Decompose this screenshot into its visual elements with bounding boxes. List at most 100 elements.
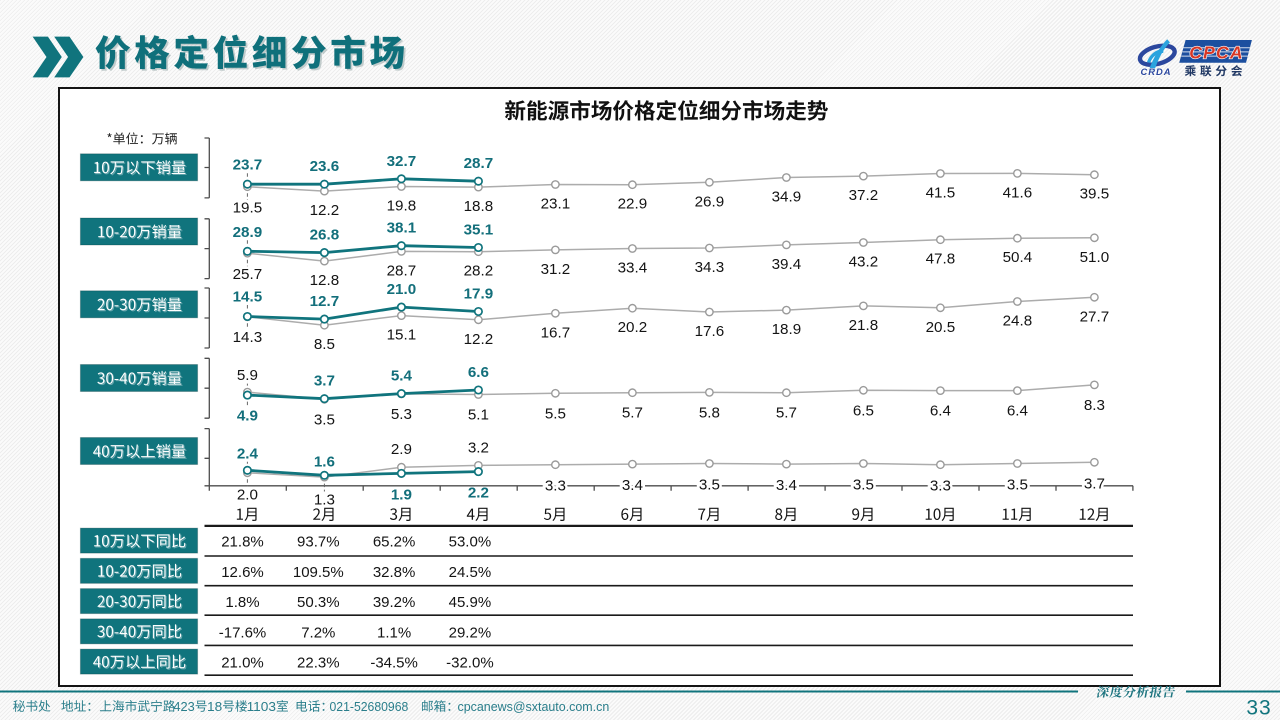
svg-text:28.7: 28.7 xyxy=(387,262,417,279)
svg-text:1.1%: 1.1% xyxy=(377,624,411,641)
svg-text:2.9: 2.9 xyxy=(391,441,412,458)
svg-text:3.5: 3.5 xyxy=(314,411,335,428)
svg-text:29.2%: 29.2% xyxy=(449,624,492,641)
svg-text:21.8: 21.8 xyxy=(849,317,879,334)
svg-text:109.5%: 109.5% xyxy=(293,564,344,581)
svg-text:6.4: 6.4 xyxy=(930,403,951,420)
svg-text:3.7: 3.7 xyxy=(1084,475,1105,492)
svg-text:3.7: 3.7 xyxy=(314,373,335,390)
svg-text:33: 33 xyxy=(1246,697,1271,720)
svg-text:17.9: 17.9 xyxy=(464,286,494,303)
svg-text:cpcanews@sxtauto.com.cn: cpcanews@sxtauto.com.cn xyxy=(458,699,610,714)
svg-text:12.2: 12.2 xyxy=(310,202,340,219)
svg-text:23.1: 23.1 xyxy=(541,196,571,213)
svg-text:14.5: 14.5 xyxy=(233,289,263,306)
svg-text:39.2%: 39.2% xyxy=(373,594,416,611)
svg-text:17.6: 17.6 xyxy=(695,323,725,340)
svg-text:53.0%: 53.0% xyxy=(449,534,492,551)
svg-text:50.3%: 50.3% xyxy=(297,594,340,611)
svg-text:20.5: 20.5 xyxy=(926,319,956,336)
svg-text:33.4: 33.4 xyxy=(618,260,648,277)
svg-text:CPCA: CPCA xyxy=(1189,42,1243,62)
svg-text:6.6: 6.6 xyxy=(468,364,489,381)
svg-text:21.0%: 21.0% xyxy=(221,655,264,672)
svg-text:6.4: 6.4 xyxy=(1007,403,1028,420)
svg-text:37.2: 37.2 xyxy=(849,187,879,204)
svg-text:16.7: 16.7 xyxy=(541,324,571,341)
svg-text:27.7: 27.7 xyxy=(1080,308,1110,325)
svg-text:8.5: 8.5 xyxy=(314,336,335,353)
svg-text:39.4: 39.4 xyxy=(772,256,802,273)
svg-text:2.0: 2.0 xyxy=(237,486,258,503)
svg-text:3.4: 3.4 xyxy=(776,477,797,494)
svg-text:3.4: 3.4 xyxy=(622,477,643,494)
svg-text:5.5: 5.5 xyxy=(545,405,566,422)
svg-text:22.3%: 22.3% xyxy=(297,655,340,672)
svg-text:021-52680968: 021-52680968 xyxy=(330,699,409,714)
svg-text:8.3: 8.3 xyxy=(1084,397,1105,414)
svg-text:45.9%: 45.9% xyxy=(449,594,492,611)
svg-text:1.6: 1.6 xyxy=(314,453,335,470)
svg-text:12.7: 12.7 xyxy=(310,293,340,310)
svg-text:34.3: 34.3 xyxy=(695,259,725,276)
svg-text:-32.0%: -32.0% xyxy=(446,655,494,672)
svg-text:21.8%: 21.8% xyxy=(221,534,264,551)
svg-text:34.9: 34.9 xyxy=(772,189,802,206)
svg-text:38.1: 38.1 xyxy=(387,220,417,237)
svg-text:28.7: 28.7 xyxy=(464,155,494,172)
svg-text:12.6%: 12.6% xyxy=(221,564,264,581)
svg-text:20.2: 20.2 xyxy=(618,319,648,336)
svg-text:21.0: 21.0 xyxy=(387,281,417,298)
svg-text:5.7: 5.7 xyxy=(622,405,643,422)
svg-text:7.2%: 7.2% xyxy=(301,624,335,641)
svg-text:24.5%: 24.5% xyxy=(449,564,492,581)
svg-text:93.7%: 93.7% xyxy=(297,534,340,551)
svg-text:15.1: 15.1 xyxy=(387,327,417,344)
svg-text:5.8: 5.8 xyxy=(699,404,720,421)
svg-text:41.5: 41.5 xyxy=(926,185,956,202)
svg-text:14.3: 14.3 xyxy=(233,329,263,346)
svg-text:12.2: 12.2 xyxy=(464,331,494,348)
svg-text:4.9: 4.9 xyxy=(237,408,258,425)
svg-text:1.3: 1.3 xyxy=(314,492,335,509)
svg-text:1.9: 1.9 xyxy=(391,486,412,503)
svg-text:32.8%: 32.8% xyxy=(373,564,416,581)
svg-text:1.8%: 1.8% xyxy=(225,594,259,611)
svg-text:3.2: 3.2 xyxy=(468,439,489,456)
svg-text:43.2: 43.2 xyxy=(849,254,879,271)
svg-text:CRDA: CRDA xyxy=(1140,66,1171,77)
svg-text:2.4: 2.4 xyxy=(237,445,259,462)
svg-text:423: 423 xyxy=(173,699,194,714)
svg-text:19.5: 19.5 xyxy=(233,200,263,217)
svg-text:22.9: 22.9 xyxy=(618,196,648,213)
svg-text:32.7: 32.7 xyxy=(387,153,417,170)
svg-text:18.9: 18.9 xyxy=(772,321,802,338)
svg-text:31.2: 31.2 xyxy=(541,261,571,278)
svg-text:5.4: 5.4 xyxy=(391,368,413,385)
svg-text:19.8: 19.8 xyxy=(387,198,417,215)
svg-text:23.7: 23.7 xyxy=(233,157,263,174)
svg-text:5.1: 5.1 xyxy=(468,407,489,424)
svg-text:6.5: 6.5 xyxy=(853,402,874,419)
svg-text:25.7: 25.7 xyxy=(233,266,263,283)
svg-text:2.2: 2.2 xyxy=(468,485,489,502)
svg-text:3.5: 3.5 xyxy=(1007,477,1028,494)
svg-text:5.9: 5.9 xyxy=(237,367,258,384)
svg-text:47.8: 47.8 xyxy=(926,251,956,268)
svg-text:18.8: 18.8 xyxy=(464,198,494,215)
svg-text:-34.5%: -34.5% xyxy=(370,655,418,672)
svg-text:28.9: 28.9 xyxy=(233,224,263,241)
svg-text:50.4: 50.4 xyxy=(1003,249,1033,266)
svg-text:12.8: 12.8 xyxy=(310,272,340,289)
svg-text:3.3: 3.3 xyxy=(930,478,951,495)
svg-text:5.3: 5.3 xyxy=(391,406,412,423)
svg-text:23.6: 23.6 xyxy=(310,158,340,175)
svg-text:24.8: 24.8 xyxy=(1003,313,1033,330)
svg-text:18: 18 xyxy=(207,699,222,714)
svg-text:41.6: 41.6 xyxy=(1003,184,1033,201)
svg-text:3.5: 3.5 xyxy=(699,477,720,494)
svg-text:1103: 1103 xyxy=(247,699,276,714)
svg-text:35.1: 35.1 xyxy=(464,222,494,239)
svg-text:3.3: 3.3 xyxy=(545,478,566,495)
svg-text:26.8: 26.8 xyxy=(310,227,340,244)
